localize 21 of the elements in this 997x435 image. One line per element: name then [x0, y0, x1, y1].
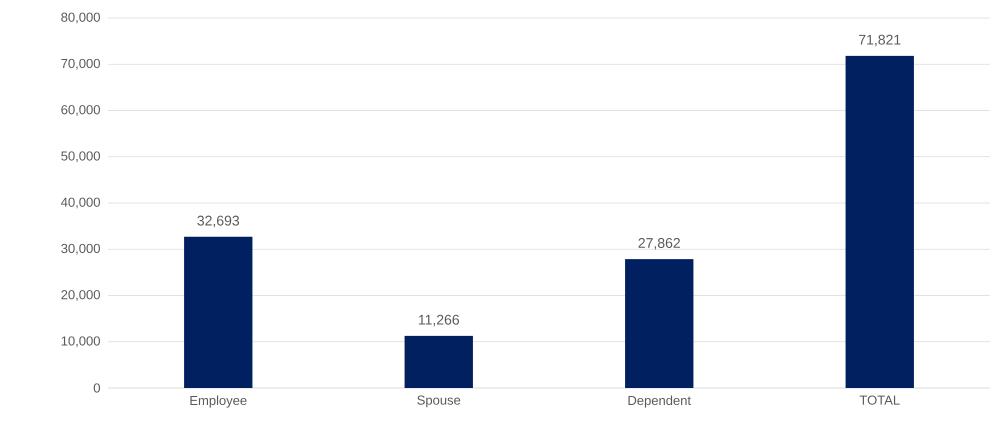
- y-tick-label: 20,000: [61, 290, 100, 301]
- data-label: 71,821: [859, 34, 900, 46]
- x-tick-label: Dependent: [628, 396, 691, 408]
- y-tick-label: 0: [94, 383, 100, 393]
- y-tick-label: 50,000: [61, 151, 100, 162]
- data-label: 32,693: [197, 216, 240, 228]
- data-label: 11,266: [418, 314, 460, 326]
- data-label: 27,862: [638, 238, 680, 250]
- bar: [625, 259, 694, 388]
- x-tick-label: Employee: [190, 396, 247, 408]
- y-tick-label: 10,000: [62, 336, 100, 348]
- bar: [846, 56, 914, 388]
- y-tick-label: 80,000: [61, 12, 100, 24]
- bar: [184, 236, 252, 388]
- y-tick-label: 30,000: [61, 244, 100, 255]
- bar: [404, 336, 473, 388]
- y-tick-label: 60,000: [61, 105, 100, 116]
- x-tick-label: Spouse: [417, 396, 460, 408]
- x-tick-label: TOTAL: [860, 396, 900, 405]
- y-tick-label: 40,000: [61, 198, 100, 208]
- y-tick-label: 70,000: [61, 58, 100, 70]
